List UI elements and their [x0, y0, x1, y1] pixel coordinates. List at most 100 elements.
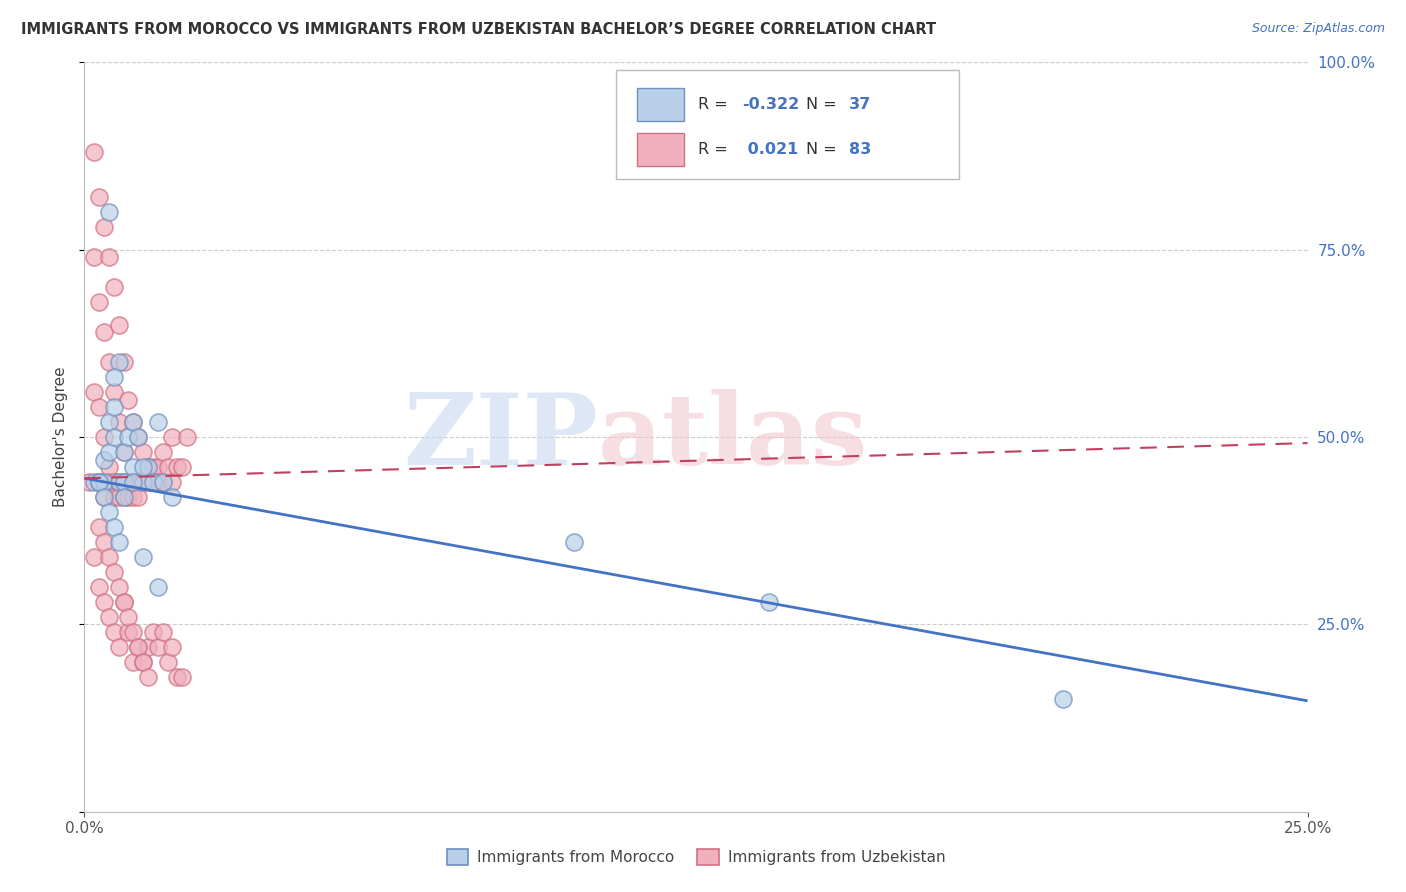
Point [97, 355, 120, 369]
Point [97, 475, 120, 489]
Point [83, 475, 105, 489]
Point [166, 460, 188, 475]
Point [93, 220, 115, 235]
Point [112, 445, 135, 459]
Point [152, 475, 174, 489]
Point [87, 520, 110, 534]
Point [112, 595, 135, 609]
Point [136, 670, 159, 684]
Point [152, 475, 174, 489]
Point [103, 565, 125, 579]
Point [146, 460, 169, 475]
Point [132, 445, 155, 459]
Point [107, 355, 129, 369]
Point [136, 460, 159, 475]
Point [146, 640, 169, 654]
Point [117, 475, 139, 489]
Point [1052, 692, 1074, 706]
Point [103, 520, 125, 534]
Point [97, 445, 120, 459]
Point [152, 624, 174, 639]
Point [127, 490, 149, 504]
Point [93, 490, 115, 504]
Point [136, 640, 159, 654]
Text: atlas: atlas [598, 389, 869, 485]
Text: N =: N = [806, 96, 842, 112]
Point [112, 490, 135, 504]
Point [97, 460, 120, 475]
Point [142, 475, 165, 489]
Point [103, 400, 125, 414]
Point [146, 475, 169, 489]
Point [87, 475, 110, 489]
Text: Source: ZipAtlas.com: Source: ZipAtlas.com [1251, 22, 1385, 36]
Point [127, 430, 149, 444]
Point [117, 392, 139, 407]
Point [87, 475, 110, 489]
Point [87, 475, 110, 489]
Point [83, 385, 105, 400]
Point [103, 475, 125, 489]
Point [112, 475, 135, 489]
Point [156, 460, 179, 475]
Text: 37: 37 [849, 96, 872, 112]
Point [172, 460, 194, 475]
Point [112, 355, 135, 369]
Point [107, 475, 129, 489]
Point [122, 415, 145, 429]
Point [97, 415, 120, 429]
Point [146, 580, 169, 594]
Point [142, 460, 165, 475]
Point [107, 415, 129, 429]
Point [162, 490, 184, 504]
Point [162, 640, 184, 654]
Point [122, 460, 145, 475]
Point [83, 250, 105, 264]
Text: 0.021: 0.021 [742, 142, 799, 157]
Point [93, 595, 115, 609]
Point [103, 370, 125, 384]
Point [107, 318, 129, 332]
Point [152, 445, 174, 459]
Point [103, 490, 125, 504]
Point [132, 655, 155, 669]
Point [758, 595, 780, 609]
Point [93, 535, 115, 549]
Point [93, 475, 115, 489]
Point [107, 475, 129, 489]
Point [97, 549, 120, 564]
Point [156, 655, 179, 669]
Point [146, 415, 169, 429]
Point [77, 475, 100, 489]
FancyBboxPatch shape [637, 87, 683, 120]
Point [122, 475, 145, 489]
Point [112, 475, 135, 489]
Point [176, 430, 198, 444]
Point [87, 400, 110, 414]
Point [107, 580, 129, 594]
Text: R =: R = [699, 142, 734, 157]
Y-axis label: Bachelor's Degree: Bachelor's Degree [53, 367, 69, 508]
Point [122, 475, 145, 489]
Text: ZIP: ZIP [404, 389, 598, 485]
Point [132, 475, 155, 489]
FancyBboxPatch shape [637, 133, 683, 166]
Point [87, 580, 110, 594]
Point [97, 205, 120, 219]
Point [103, 624, 125, 639]
Point [162, 475, 184, 489]
Point [103, 385, 125, 400]
Point [87, 295, 110, 310]
Point [142, 624, 165, 639]
Point [117, 490, 139, 504]
FancyBboxPatch shape [616, 70, 959, 178]
Point [117, 624, 139, 639]
Legend: Immigrants from Morocco, Immigrants from Uzbekistan: Immigrants from Morocco, Immigrants from… [440, 843, 952, 871]
Point [136, 460, 159, 475]
Point [166, 670, 188, 684]
Point [172, 670, 194, 684]
Point [127, 640, 149, 654]
Point [127, 430, 149, 444]
Text: IMMIGRANTS FROM MOROCCO VS IMMIGRANTS FROM UZBEKISTAN BACHELOR’S DEGREE CORRELAT: IMMIGRANTS FROM MOROCCO VS IMMIGRANTS FR… [21, 22, 936, 37]
Point [132, 460, 155, 475]
